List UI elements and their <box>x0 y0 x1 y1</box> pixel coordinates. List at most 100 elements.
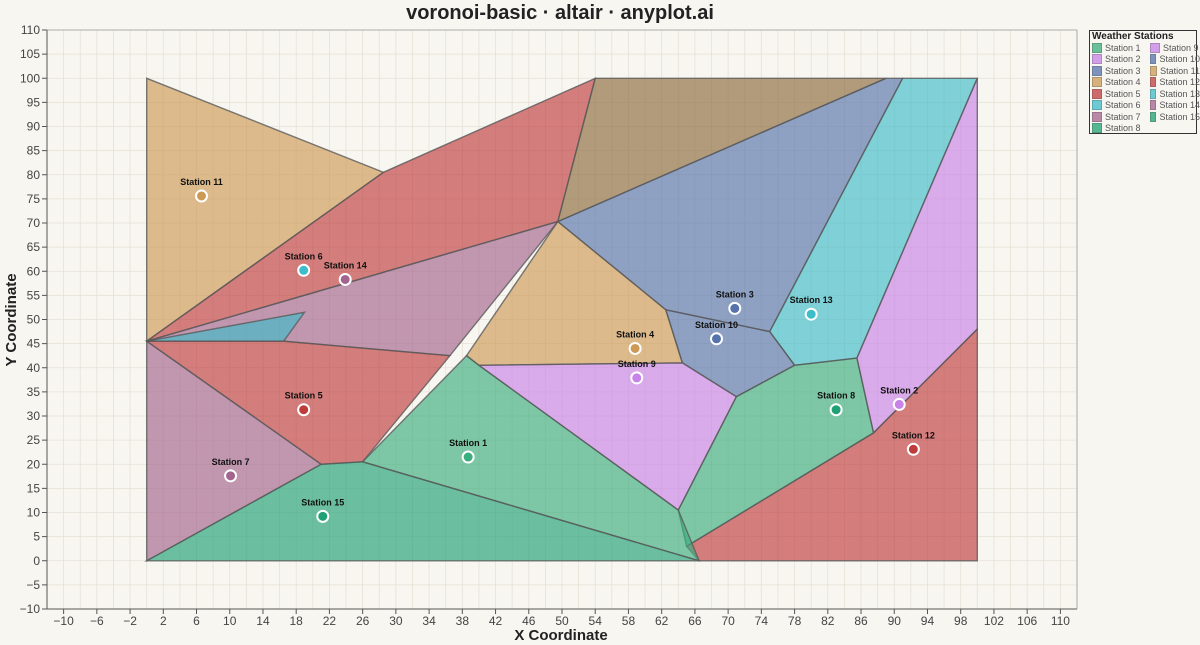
legend-item: Station 1 <box>1092 42 1150 54</box>
legend-label: Station 6 <box>1105 100 1141 111</box>
legend-title: Weather Stations <box>1092 31 1174 42</box>
legend-label: Station 1 <box>1105 42 1141 53</box>
legend-label: Station 3 <box>1105 65 1141 76</box>
legend-swatch <box>1092 100 1102 111</box>
legend-item: Station 7 <box>1092 111 1150 123</box>
y-tick-label: 15 <box>27 481 41 495</box>
station-point <box>829 403 843 417</box>
legend-item: Station 10 <box>1150 54 1200 66</box>
legend-label: Station 9 <box>1163 42 1199 53</box>
legend-item: Station 2 <box>1092 54 1150 66</box>
x-tick-label: 46 <box>522 614 536 628</box>
station-label: Station 3 <box>716 289 754 299</box>
y-tick-label: 25 <box>27 433 41 447</box>
legend-item: Station 11 <box>1150 65 1200 77</box>
station-point <box>297 403 311 417</box>
legend-item: Station 13 <box>1150 88 1200 100</box>
x-tick-label: 18 <box>290 614 304 628</box>
y-tick-label: 105 <box>20 47 40 61</box>
x-tick-label: −2 <box>123 614 137 628</box>
y-tick-label: 55 <box>27 288 41 302</box>
station-label: Station 7 <box>212 457 250 467</box>
x-tick-label: 102 <box>984 614 1004 628</box>
legend-label: Station 11 <box>1160 65 1200 76</box>
legend-label: Station 2 <box>1105 54 1141 65</box>
station-label: Station 4 <box>616 329 654 339</box>
x-tick-label: 2 <box>160 614 167 628</box>
legend-swatch <box>1150 54 1157 65</box>
voronoi-cells <box>143 77 979 562</box>
legend-swatch <box>1092 54 1102 65</box>
legend-swatch <box>1092 42 1102 53</box>
station-label: Station 14 <box>324 260 367 270</box>
x-tick-label: 30 <box>389 614 403 628</box>
station-label: Station 5 <box>285 391 323 401</box>
chart-title: voronoi-basic · altair · anyplot.ai <box>406 2 714 24</box>
y-tick-label: 100 <box>20 71 40 85</box>
x-tick-label: −10 <box>53 614 74 628</box>
x-tick-label: 110 <box>1051 614 1070 628</box>
station-label: Station 6 <box>285 251 323 261</box>
station-point <box>630 371 644 385</box>
station-label: Station 9 <box>618 359 656 369</box>
x-tick-label: 22 <box>323 614 337 628</box>
y-tick-label: −10 <box>20 602 41 616</box>
y-tick-label: 40 <box>27 361 41 375</box>
y-tick-label: 45 <box>27 337 41 351</box>
legend-item: Station 5 <box>1092 88 1150 100</box>
legend-label: Station 4 <box>1105 77 1141 88</box>
x-tick-label: 90 <box>888 614 902 628</box>
legend-swatch <box>1150 88 1157 99</box>
station-point <box>316 509 330 523</box>
legend-item: Station 3 <box>1092 65 1150 77</box>
station-point <box>804 307 818 321</box>
legend-swatch <box>1150 100 1157 111</box>
y-tick-label: 0 <box>33 554 40 568</box>
y-tick-label: 30 <box>27 409 41 423</box>
station-label: Station 10 <box>695 320 738 330</box>
legend-swatch <box>1092 65 1102 76</box>
legend-label: Station 8 <box>1105 123 1141 134</box>
x-tick-label: 54 <box>589 614 603 628</box>
x-tick-label: 50 <box>555 614 569 628</box>
station-point <box>728 301 742 315</box>
legend-label: Station 13 <box>1159 88 1200 99</box>
y-tick-label: 20 <box>27 457 41 471</box>
y-tick-label: −5 <box>26 578 40 592</box>
x-tick-label: 34 <box>422 614 436 628</box>
legend-swatch <box>1092 77 1102 88</box>
station-label: Station 2 <box>880 385 918 395</box>
legend-swatch <box>1092 123 1102 134</box>
x-tick-label: 26 <box>356 614 370 628</box>
x-tick-label: 98 <box>954 614 968 628</box>
y-tick-label: 65 <box>27 240 41 254</box>
x-tick-label: 106 <box>1017 614 1037 628</box>
station-label: Station 11 <box>180 177 223 187</box>
station-point <box>628 341 642 355</box>
y-tick-label: 60 <box>27 264 41 278</box>
legend-label: Station 12 <box>1159 77 1200 88</box>
x-tick-label: 10 <box>223 614 237 628</box>
legend-swatch <box>1150 77 1157 88</box>
x-tick-label: 38 <box>456 614 470 628</box>
x-tick-label: 78 <box>788 614 802 628</box>
x-tick-label: 82 <box>821 614 835 628</box>
y-tick-label: 80 <box>27 168 41 182</box>
y-tick-label: 50 <box>27 313 41 327</box>
y-tick-label: 75 <box>27 192 41 206</box>
legend-item: Station 6 <box>1092 100 1150 112</box>
legend-item: Station 8 <box>1092 123 1150 135</box>
x-tick-label: 62 <box>655 614 669 628</box>
legend-item: Station 14 <box>1150 100 1200 112</box>
legend-label: Station 7 <box>1105 111 1141 122</box>
y-tick-label: 85 <box>27 144 41 158</box>
station-point <box>461 450 475 464</box>
y-tick-label: 35 <box>27 385 41 399</box>
station-point <box>224 469 238 483</box>
station-label: Station 1 <box>449 438 487 448</box>
legend-item: Station 12 <box>1150 77 1200 89</box>
station-point <box>906 442 920 456</box>
legend-label: Station 15 <box>1159 111 1200 122</box>
legend-swatch <box>1150 111 1157 122</box>
